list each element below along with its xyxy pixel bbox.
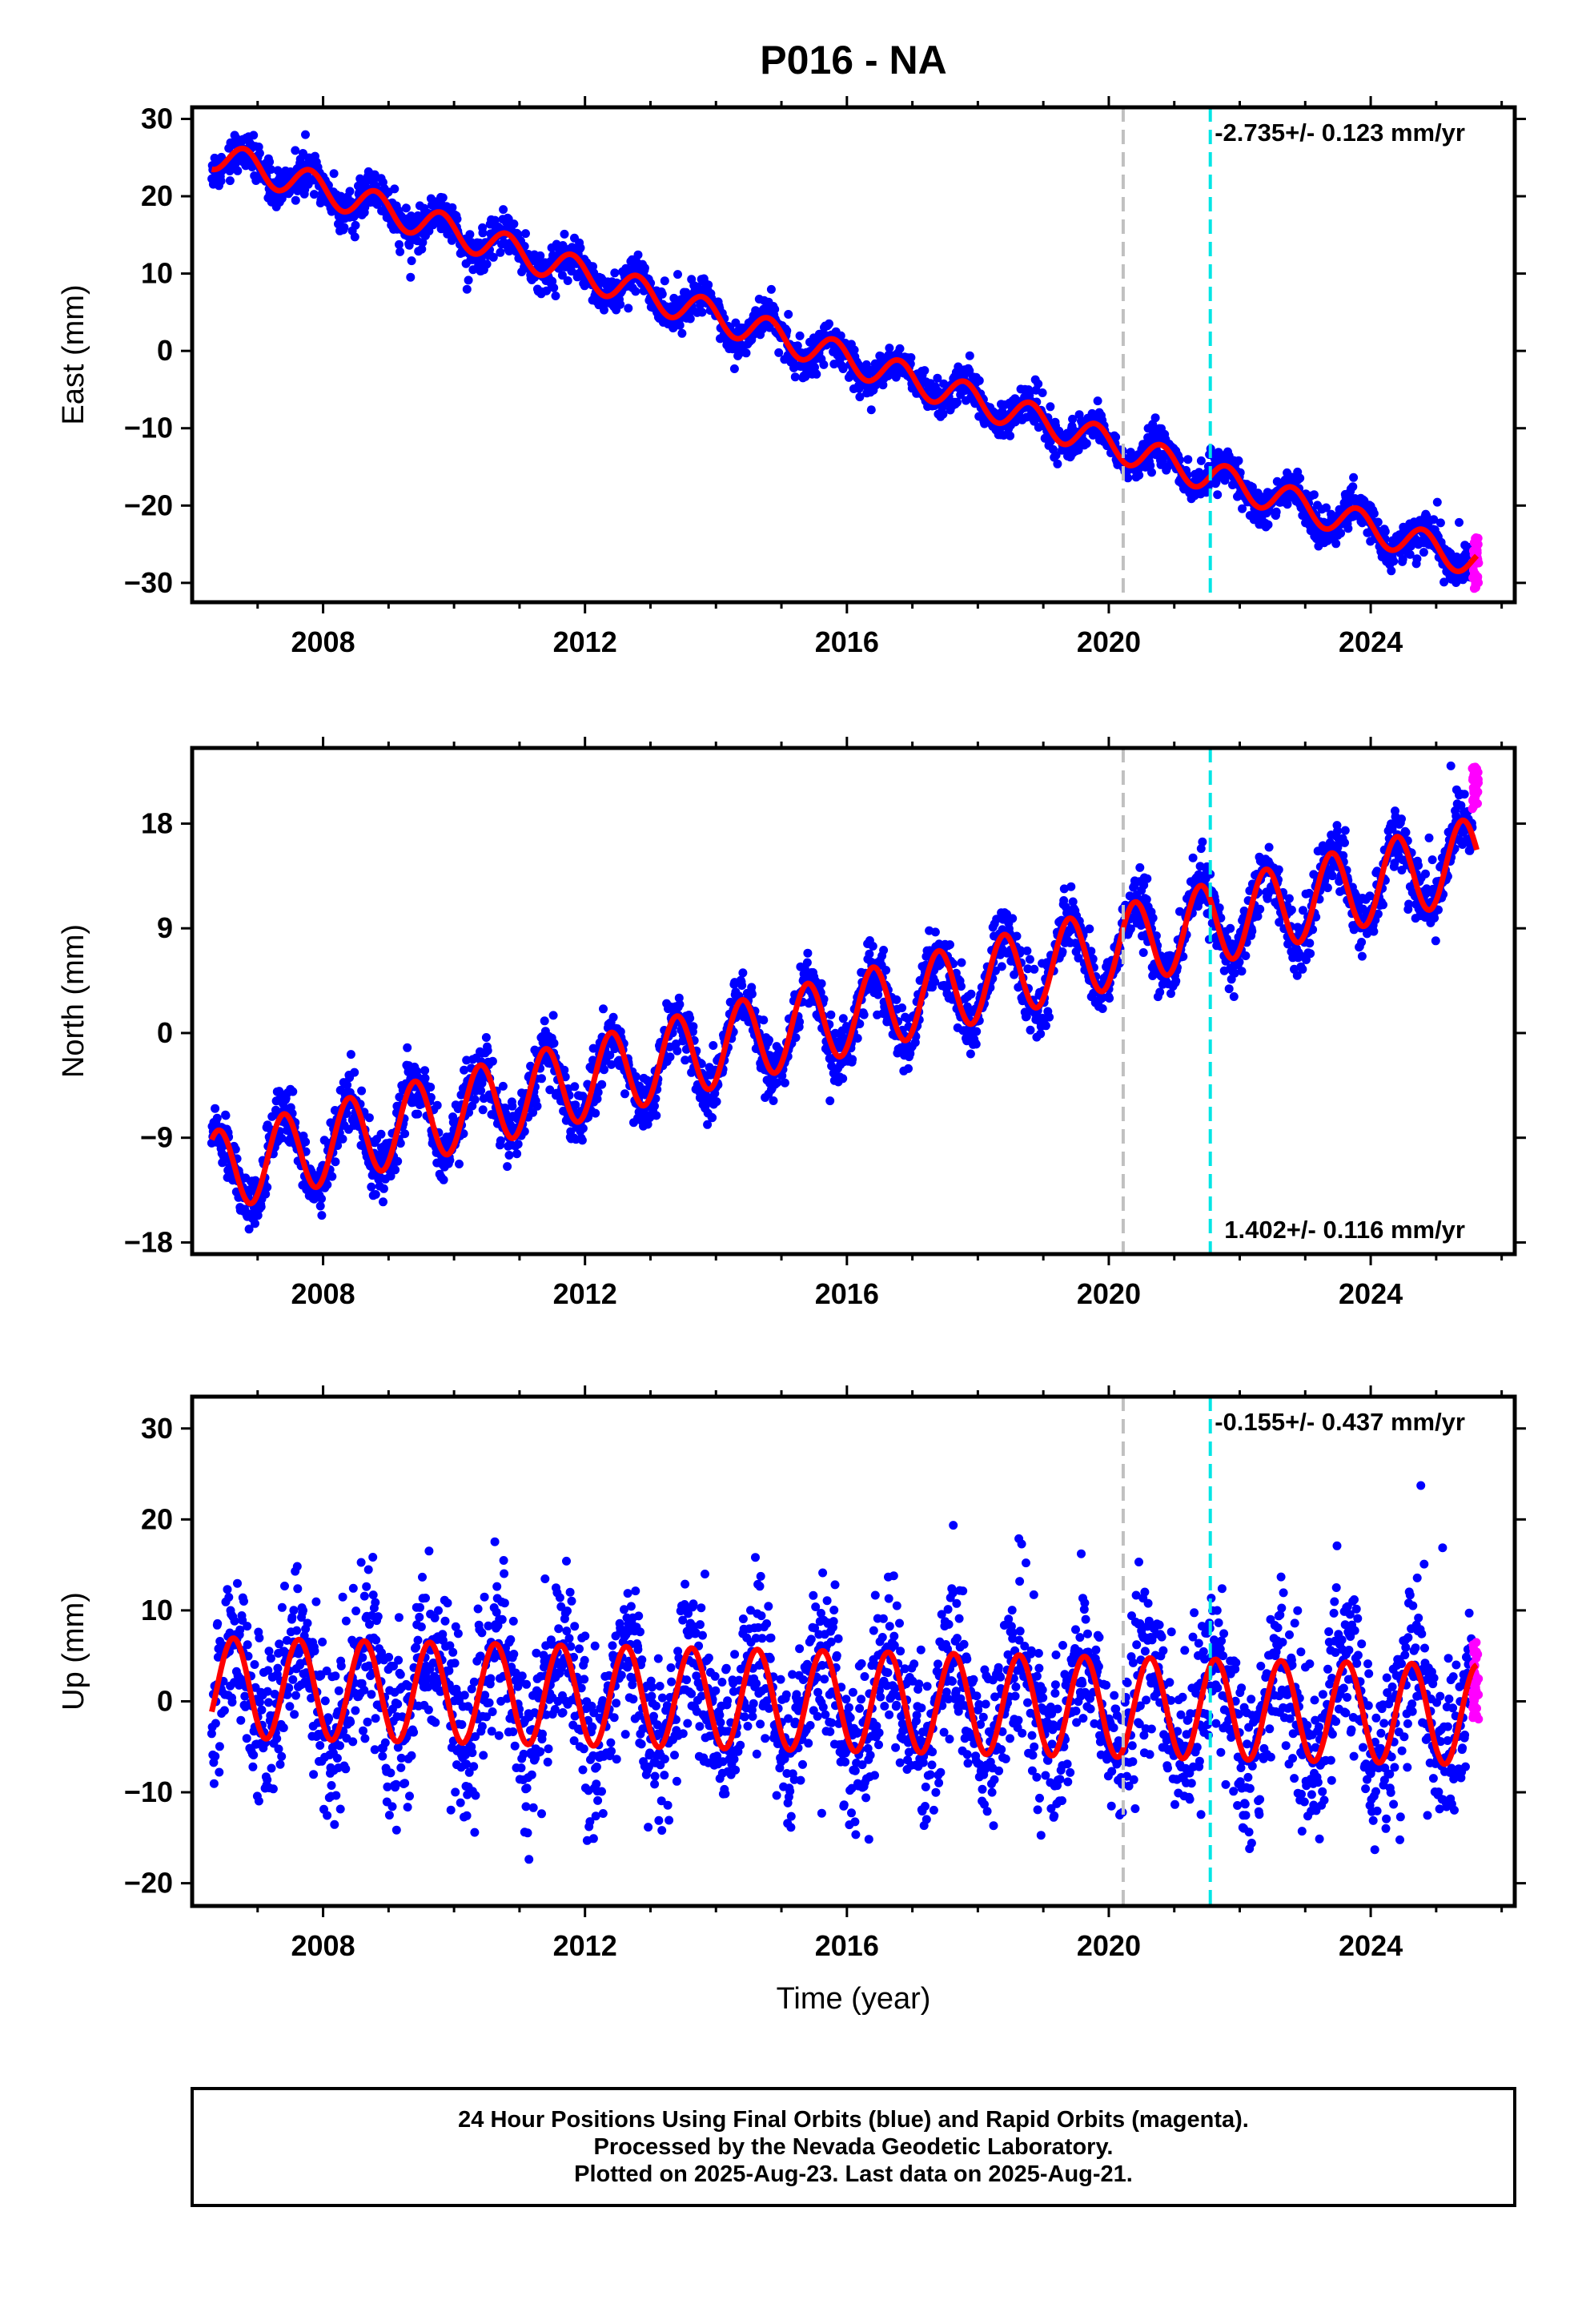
y-tick-label: 20 (141, 1502, 173, 1535)
figure-title: P016 - NA (760, 38, 946, 82)
y-tick-label: −9 (140, 1121, 173, 1154)
final-orbit-markers (207, 1481, 1477, 1864)
y-tick-label: 30 (141, 102, 173, 135)
x-tick-label: 2024 (1339, 1929, 1403, 1962)
y-axis-label: East (mm) (57, 284, 90, 424)
y-tick-label: 0 (157, 334, 173, 367)
x-tick-label: 2016 (815, 625, 879, 658)
x-tick-label: 2024 (1339, 625, 1403, 658)
footer-line-3: Plotted on 2025-Aug-23. Last data on 202… (574, 2161, 1133, 2187)
footer-line-2: Processed by the Nevada Geodetic Laborat… (593, 2134, 1114, 2160)
final-orbit-markers (207, 761, 1477, 1234)
velocity-annotation: -2.735+/- 0.123 mm/yr (1215, 119, 1465, 147)
x-tick-label: 2016 (815, 1929, 879, 1962)
panel-frame (190, 105, 1517, 605)
panel-frame (190, 746, 1517, 1256)
y-tick-label: −20 (124, 489, 173, 521)
x-tick-label: 2008 (291, 1277, 355, 1310)
panel-2: 18 9 0 −9 −18 2008 2012 2016 2020 2024 North (mm) 1… (57, 737, 1526, 1310)
model-fit-line (209, 817, 1480, 1207)
y-tick-label: 0 (157, 1016, 173, 1049)
final-orbit-markers (207, 130, 1477, 587)
x-tick-label: 2020 (1077, 1277, 1141, 1310)
model-fit-line (211, 145, 1480, 574)
x-tick-label: 2012 (553, 1277, 617, 1310)
x-tick-label: 2012 (553, 625, 617, 658)
final-orbit-points (207, 1481, 1484, 1864)
y-tick-label: 30 (141, 1412, 173, 1445)
y-tick-label: 10 (141, 1594, 173, 1626)
y-tick-label: −18 (124, 1225, 173, 1258)
x-tick-label: 2016 (815, 1277, 879, 1310)
y-tick-label: 0 (157, 1684, 173, 1717)
rapid-orbit-markers (1468, 762, 1483, 814)
x-tick-label: 2024 (1339, 1277, 1403, 1310)
footer-line-1: 24 Hour Positions Using Final Orbits (bl… (458, 2107, 1249, 2133)
y-axis-label: North (mm) (57, 924, 90, 1078)
model-fit-line (209, 1635, 1479, 1767)
x-tick-label: 2008 (291, 625, 355, 658)
y-axis-label: Up (mm) (57, 1592, 90, 1711)
rapid-orbit-markers (1468, 533, 1484, 593)
velocity-annotation: -0.155+/- 0.437 mm/yr (1215, 1408, 1465, 1436)
y-tick-label: 20 (141, 179, 173, 212)
final-orbit-points (207, 130, 1484, 593)
y-tick-label: −10 (124, 412, 173, 444)
x-tick-label: 2012 (553, 1929, 617, 1962)
final-orbit-points (207, 761, 1483, 1234)
velocity-annotation: 1.402+/- 0.116 mm/yr (1224, 1216, 1465, 1244)
panel-3: 30 20 10 0 −10 −20 2008 2012 2016 2020 2024 Up (mm)… (57, 1385, 1526, 1962)
y-tick-label: 9 (157, 911, 173, 944)
y-tick-label: −10 (124, 1775, 173, 1808)
y-tick-label: 18 (141, 806, 173, 839)
x-tick-label: 2020 (1077, 1929, 1141, 1962)
footer-box: 24 Hour Positions Using Final Orbits (bl… (191, 2087, 1516, 2207)
x-tick-label: 2008 (291, 1929, 355, 1962)
panel-frame (190, 1394, 1517, 1908)
x-tick-label: 2020 (1077, 625, 1141, 658)
y-tick-label: −30 (124, 566, 173, 599)
y-tick-label: −20 (124, 1867, 173, 1900)
panels-group: 30 20 10 0 −10 −20 −30 2008 2012 2016 2020 2024 East… (57, 96, 1526, 1962)
y-tick-label: 10 (141, 257, 173, 290)
x-axis-label: Time (year) (777, 1982, 931, 2016)
rapid-orbit-markers (1468, 1638, 1484, 1724)
panel-1: 30 20 10 0 −10 −20 −30 2008 2012 2016 2020 2024 East… (57, 96, 1526, 658)
